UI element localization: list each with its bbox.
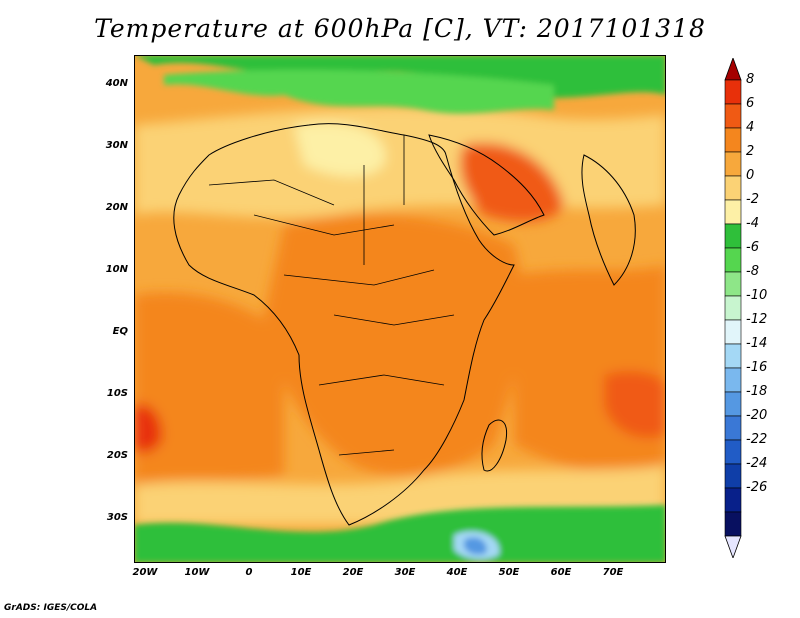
- field-atlantic-hotspot: [134, 404, 163, 453]
- lon-tick-label: 10E: [290, 567, 312, 578]
- lon-tick-label: 20W: [132, 567, 158, 578]
- field-southern-ocean: [134, 505, 666, 563]
- colorbar-tick-label: 2: [746, 144, 755, 159]
- field-indian-ocean: [514, 265, 666, 478]
- colorbar-tick-label: -4: [746, 216, 759, 231]
- colorbar-segment: [724, 247, 742, 273]
- colorbar-tick-label: 8: [746, 72, 755, 87]
- colorbar-tick-label: -2: [746, 192, 759, 207]
- colorbar-tick-label: -14: [746, 336, 768, 351]
- colorbar-segment: [724, 151, 742, 177]
- field-sw-indian-hotspot: [604, 370, 666, 439]
- colorbar-segment: [724, 439, 742, 465]
- arabian-coastline: [428, 134, 545, 236]
- colorbar-segment: [724, 175, 742, 201]
- lon-tick-label: 10W: [184, 567, 210, 578]
- colorbar-tick-label: -18: [746, 384, 768, 399]
- field-europe-green: [164, 69, 554, 114]
- africa-coastline: [173, 123, 515, 526]
- colorbar-segment: [724, 271, 742, 297]
- colorbar-tick-label: -20: [746, 408, 768, 423]
- colorbar-segment: [724, 367, 742, 393]
- field-sahara-pale: [294, 122, 386, 177]
- colorbar-segment: [724, 343, 742, 369]
- colorbar-segment: [724, 319, 742, 345]
- colorbar-segment: [724, 127, 742, 153]
- lon-tick-label: 0: [245, 567, 253, 578]
- colorbar-tick-label: -12: [746, 312, 768, 327]
- map-title: Temperature at 600hPa [C], VT: 201710131…: [94, 14, 706, 43]
- colorbar-segment: [724, 487, 742, 513]
- field-arabia-hotspot: [460, 143, 564, 222]
- colorbar: [724, 58, 742, 558]
- field-atlantic: [134, 292, 284, 485]
- colorbar-segment: [724, 295, 742, 321]
- lat-tick-label: 10S: [106, 388, 128, 399]
- lon-tick-label: 40E: [446, 567, 468, 578]
- lon-tick-label: 70E: [602, 567, 624, 578]
- lat-tick-label: 20S: [106, 450, 128, 461]
- lon-tick-label: 30E: [394, 567, 416, 578]
- lat-tick-label: 30N: [105, 140, 128, 151]
- colorbar-segment: [724, 415, 742, 441]
- lat-tick-label: 30S: [106, 512, 128, 523]
- colorbar-segment: [724, 199, 742, 225]
- temperature-map: [134, 55, 666, 563]
- borders: [208, 135, 455, 456]
- colorbar-segment: [724, 463, 742, 489]
- grads-credit: GrADS: IGES/COLA: [4, 603, 98, 613]
- colorbar-segment: [724, 511, 742, 537]
- colorbar-tick-label: -10: [746, 288, 768, 303]
- colorbar-tick-label: -6: [746, 240, 759, 255]
- lon-tick-label: 60E: [550, 567, 572, 578]
- colorbar-tick-label: 4: [746, 120, 755, 135]
- lat-tick-label: 40N: [105, 78, 128, 89]
- colorbar-tick-label: -8: [746, 264, 759, 279]
- field-cold-patch-core: [464, 537, 487, 555]
- colorbar-segment: [724, 79, 742, 105]
- colorbar-tick-label: 0: [746, 168, 755, 183]
- lon-tick-label: 50E: [498, 567, 520, 578]
- lon-tick-label: 20E: [342, 567, 364, 578]
- lat-tick-label: 20N: [105, 202, 128, 213]
- colorbar-segment: [724, 103, 742, 129]
- colorbar-segment: [724, 223, 742, 249]
- colorbar-max-triangle: [724, 58, 742, 81]
- colorbar-tick-label: -26: [746, 480, 768, 495]
- colorbar-tick-label: -24: [746, 456, 768, 471]
- colorbar-tick-label: 6: [746, 96, 755, 111]
- coastlines: [173, 123, 636, 526]
- lat-tick-label: EQ: [112, 326, 128, 337]
- colorbar-tick-label: -16: [746, 360, 768, 375]
- colorbar-segment: [724, 391, 742, 417]
- india-coastline: [581, 154, 636, 286]
- colorbar-tick-label: -22: [746, 432, 768, 447]
- madagascar-coastline: [481, 419, 508, 472]
- colorbar-min-triangle: [724, 535, 742, 558]
- lat-tick-label: 10N: [105, 264, 128, 275]
